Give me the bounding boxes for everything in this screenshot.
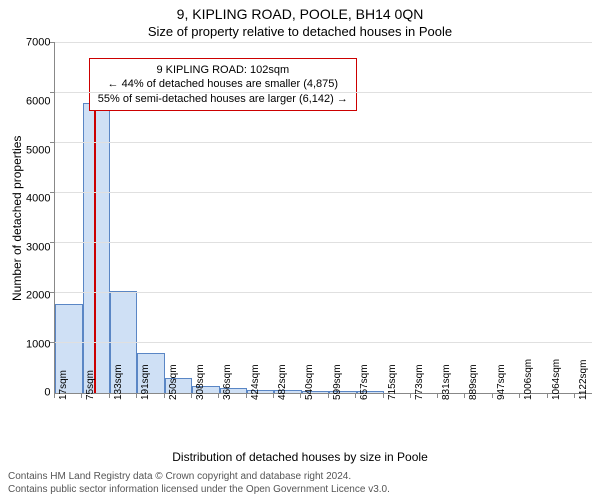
grid-line [55, 92, 592, 93]
chart-container: 9, KIPLING ROAD, POOLE, BH14 0QN Size of… [0, 0, 600, 500]
x-tick-mark [136, 393, 137, 398]
x-tick-label: 889sqm [468, 364, 479, 400]
x-tick-label: 540sqm [304, 364, 315, 400]
x-tick-label: 1122sqm [578, 360, 589, 400]
x-tick-mark [464, 393, 465, 398]
attribution-line: Contains HM Land Registry data © Crown c… [8, 470, 592, 483]
x-tick-mark [191, 393, 192, 398]
x-tick-mark [574, 393, 575, 398]
grid-line [55, 192, 592, 193]
x-tick-label: 17sqm [58, 370, 69, 400]
x-tick-label: 831sqm [441, 364, 452, 400]
x-axis-label: Distribution of detached houses by size … [8, 450, 592, 464]
x-tick-label: 133sqm [113, 364, 124, 400]
chart-subtitle: Size of property relative to detached ho… [8, 24, 592, 39]
x-tick-label: 75sqm [85, 370, 96, 400]
y-tick-label: 2000 [26, 291, 50, 302]
x-tick-label: 1006sqm [523, 359, 534, 400]
y-axis-label: Number of detached properties [8, 43, 26, 394]
x-tick-mark [519, 393, 520, 398]
x-tick-mark [437, 393, 438, 398]
x-tick-label: 599sqm [332, 364, 343, 400]
y-tick-label: 6000 [26, 97, 50, 108]
x-tick-mark [246, 393, 247, 398]
grid-line [55, 292, 592, 293]
grid-line [55, 342, 592, 343]
x-axis: 17sqm75sqm133sqm191sqm250sqm308sqm366sqm… [8, 394, 592, 448]
x-tick-mark [383, 393, 384, 398]
x-tick-mark [109, 393, 110, 398]
x-tick-label: 1064sqm [551, 359, 562, 400]
x-tick-mark [218, 393, 219, 398]
x-tick-mark [273, 393, 274, 398]
x-tick-mark [81, 393, 82, 398]
x-tick-label: 715sqm [387, 364, 398, 400]
x-tick-mark [54, 393, 55, 398]
y-axis: 70006000500040003000200010000 [26, 43, 54, 393]
annotation-line: 9 KIPLING ROAD: 102sqm [98, 63, 348, 77]
y-tick-label: 5000 [26, 145, 50, 156]
annotation-line: 55% of semi-detached houses are larger (… [98, 92, 348, 106]
y-tick-label: 4000 [26, 194, 50, 205]
x-tick-mark [164, 393, 165, 398]
grid-line [55, 142, 592, 143]
y-tick-label: 7000 [26, 38, 50, 49]
attribution-line: Contains public sector information licen… [8, 483, 592, 496]
chart-title: 9, KIPLING ROAD, POOLE, BH14 0QN [8, 6, 592, 22]
attribution: Contains HM Land Registry data © Crown c… [8, 470, 592, 496]
x-tick-label: 191sqm [140, 364, 151, 400]
grid-line [55, 42, 592, 43]
x-tick-label: 308sqm [195, 364, 206, 400]
annotation-box: 9 KIPLING ROAD: 102sqm ← 44% of detached… [89, 58, 357, 111]
x-tick-label: 773sqm [414, 364, 425, 400]
x-tick-label: 250sqm [168, 364, 179, 400]
annotation-line: ← 44% of detached houses are smaller (4,… [98, 77, 348, 91]
y-tick-label: 1000 [26, 339, 50, 350]
plot-area: 9 KIPLING ROAD: 102sqm ← 44% of detached… [54, 43, 592, 394]
x-tick-mark [547, 393, 548, 398]
chart-body: Number of detached properties 7000600050… [8, 43, 592, 394]
x-tick-label: 657sqm [359, 364, 370, 400]
x-tick-label: 947sqm [496, 364, 507, 400]
grid-line [55, 242, 592, 243]
y-tick-label: 3000 [26, 242, 50, 253]
x-tick-label: 482sqm [277, 364, 288, 400]
x-tick-label: 366sqm [222, 364, 233, 400]
x-tick-mark [328, 393, 329, 398]
x-tick-label: 424sqm [250, 364, 261, 400]
x-tick-mark [492, 393, 493, 398]
x-tick-mark [410, 393, 411, 398]
x-tick-mark [300, 393, 301, 398]
property-marker [94, 103, 96, 393]
x-tick-mark [355, 393, 356, 398]
